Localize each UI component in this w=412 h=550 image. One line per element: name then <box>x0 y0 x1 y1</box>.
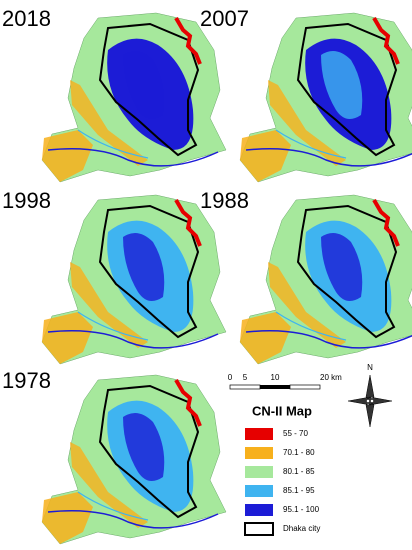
year-label: 1998 <box>2 188 51 213</box>
legend-label: 85.1 - 95 <box>283 486 315 495</box>
legend: 55 - 70 70.1 - 80 80.1 - 85 85.1 - 95 95.1 -… <box>244 428 320 536</box>
legend-swatch <box>245 447 273 459</box>
legend-swatch <box>244 522 274 536</box>
legend-swatch <box>245 428 273 440</box>
map <box>40 373 228 546</box>
map <box>238 193 412 366</box>
year-label: 2007 <box>200 6 249 31</box>
legend-swatch <box>245 485 273 497</box>
north-arrow: N <box>347 363 393 428</box>
legend-label: Dhaka city <box>283 524 320 533</box>
scale-segment <box>229 384 261 390</box>
legend-swatch <box>245 466 273 478</box>
scale-segment <box>289 384 321 390</box>
scale-segment <box>260 385 290 389</box>
scale-label: 20 km <box>320 373 342 382</box>
legend-label: 55 - 70 <box>283 429 308 438</box>
legend-label: 80.1 - 85 <box>283 467 315 476</box>
scale-bar: 0 5 10 20 km <box>228 373 342 390</box>
year-label: 2018 <box>2 6 51 31</box>
map <box>40 193 228 366</box>
scale-label: 0 <box>228 373 233 382</box>
year-label: 1988 <box>200 188 249 213</box>
map-panels: 2018 2007 1998 1988 1978 <box>2 6 412 546</box>
legend-title: CN-II Map <box>252 403 312 418</box>
map <box>238 11 412 184</box>
legend-label: 70.1 - 80 <box>283 448 315 457</box>
legend-label: 95.1 - 100 <box>283 505 320 514</box>
compass <box>347 374 393 428</box>
scale-label: 10 <box>271 373 280 382</box>
map <box>40 11 228 184</box>
scale-label: 5 <box>243 373 248 382</box>
legend-swatch <box>245 504 273 516</box>
year-label: 1978 <box>2 368 51 393</box>
north-label: N <box>367 363 373 372</box>
